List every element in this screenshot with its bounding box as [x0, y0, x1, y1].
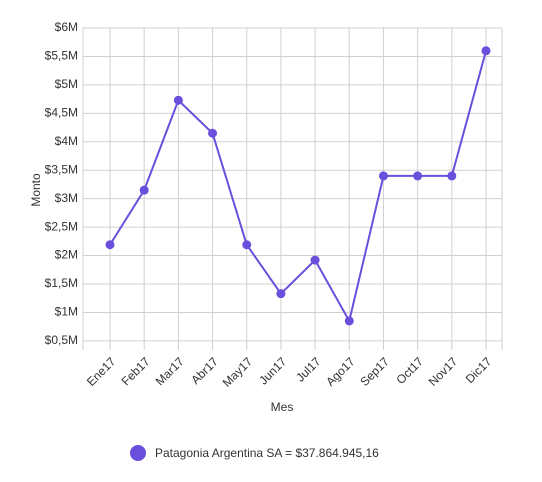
y-tick-label: $5M: [55, 77, 78, 91]
y-tick-label: $0,5M: [45, 333, 78, 347]
x-tick-label: Jul17: [293, 354, 323, 384]
point: [378, 171, 388, 181]
y-tick-label: $3M: [55, 191, 78, 205]
legend-label: Patagonia Argentina SA = $37.864.945,16: [155, 446, 379, 460]
point: [242, 240, 252, 250]
x-tick-label: Nov17: [426, 354, 461, 389]
point: [139, 185, 149, 195]
x-tick-label: May17: [220, 354, 256, 390]
point: [344, 316, 354, 326]
x-tick-label: Oct17: [393, 354, 426, 387]
y-tick-label: $6M: [55, 20, 78, 34]
point: [173, 95, 183, 105]
y-tick-label: $1M: [55, 305, 78, 319]
point: [413, 171, 423, 181]
point: [447, 171, 457, 181]
point: [481, 46, 491, 56]
point: [276, 289, 286, 299]
x-tick-label: Abr17: [188, 354, 221, 387]
x-tick-label: Ago17: [323, 354, 358, 389]
x-tick-label: Feb17: [119, 354, 153, 388]
legend-marker: [130, 445, 146, 461]
x-tick-label: Mar17: [153, 354, 187, 388]
x-tick-label: Sep17: [357, 354, 392, 389]
y-tick-label: $4,5M: [45, 106, 78, 120]
y-tick-label: $2,5M: [45, 219, 78, 233]
y-tick-label: $2M: [55, 248, 78, 262]
point: [105, 240, 115, 250]
y-tick-label: $5,5M: [45, 49, 78, 63]
line: [109, 50, 487, 324]
point: [208, 128, 218, 138]
x-tick-label: Ene17: [84, 354, 119, 389]
x-axis-title: Mes: [271, 400, 294, 414]
x-tick-label: Jun17: [256, 354, 289, 387]
y-tick-label: $3,5M: [45, 162, 78, 176]
y-tick-label: $4M: [55, 134, 78, 148]
point: [310, 255, 320, 265]
x-tick-label: Dic17: [463, 354, 495, 386]
y-axis-title: Monto: [29, 173, 43, 207]
y-tick-label: $1,5M: [45, 276, 78, 290]
